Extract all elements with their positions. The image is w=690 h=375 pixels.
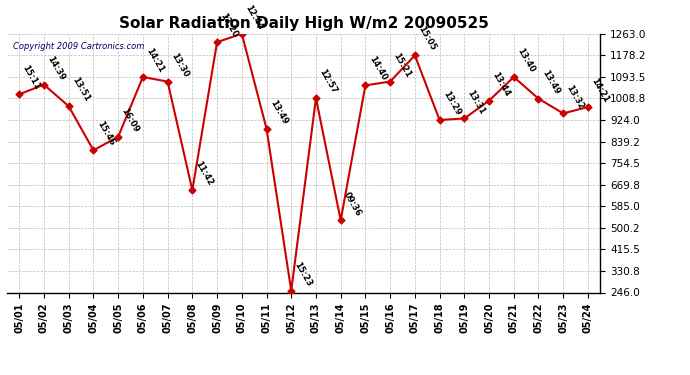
Text: 15:46: 15:46 (95, 120, 116, 147)
Text: 13:32: 13:32 (564, 83, 586, 111)
Point (310, 95, 322, 101)
Text: 13:29: 13:29 (441, 90, 462, 117)
Point (236, 31, 247, 37)
Text: 13:44: 13:44 (491, 70, 511, 98)
Text: 13:30: 13:30 (169, 51, 190, 79)
Text: 14:21: 14:21 (144, 46, 166, 74)
Point (212, 39, 223, 45)
Text: 14:40: 14:40 (367, 55, 388, 82)
Point (582, 104, 593, 110)
Title: Solar Radiation Daily High W/m2 20090525: Solar Radiation Daily High W/m2 20090525 (119, 16, 489, 31)
Point (261, 126, 272, 132)
Text: 13:49: 13:49 (268, 98, 289, 126)
Text: 11:42: 11:42 (194, 160, 215, 188)
Point (533, 96, 544, 102)
Text: 13:51: 13:51 (70, 76, 91, 104)
Text: 13:40: 13:40 (515, 46, 536, 74)
Text: Copyright 2009 Cartronics.com: Copyright 2009 Cartronics.com (13, 42, 144, 51)
Point (509, 74, 520, 80)
Text: 15:05: 15:05 (416, 25, 437, 52)
Text: 13:20: 13:20 (219, 12, 239, 39)
Point (63, 103, 75, 109)
Point (335, 217, 346, 223)
Point (137, 74, 148, 80)
Text: 13:49: 13:49 (540, 68, 561, 96)
Text: 12:57: 12:57 (317, 68, 339, 95)
Point (286, 288, 297, 294)
Text: 09:36: 09:36 (342, 190, 363, 217)
Text: 14:39: 14:39 (46, 54, 66, 82)
Point (88, 147, 99, 153)
Point (434, 117, 445, 123)
Text: 16:09: 16:09 (119, 106, 141, 134)
Point (39, 82, 50, 88)
Text: 14:21: 14:21 (589, 76, 611, 104)
Point (384, 79, 395, 85)
Text: 15:21: 15:21 (391, 51, 413, 79)
Point (360, 82, 371, 88)
Text: 15:11: 15:11 (21, 64, 42, 92)
Point (112, 134, 124, 140)
Text: 15:23: 15:23 (293, 260, 314, 288)
Text: 12:44: 12:44 (243, 3, 264, 31)
Point (187, 187, 198, 193)
Point (484, 98, 495, 104)
Point (409, 53, 420, 58)
Point (14, 91, 25, 97)
Point (459, 116, 470, 122)
Point (558, 110, 569, 116)
Text: 13:31: 13:31 (466, 88, 487, 116)
Point (162, 79, 173, 85)
